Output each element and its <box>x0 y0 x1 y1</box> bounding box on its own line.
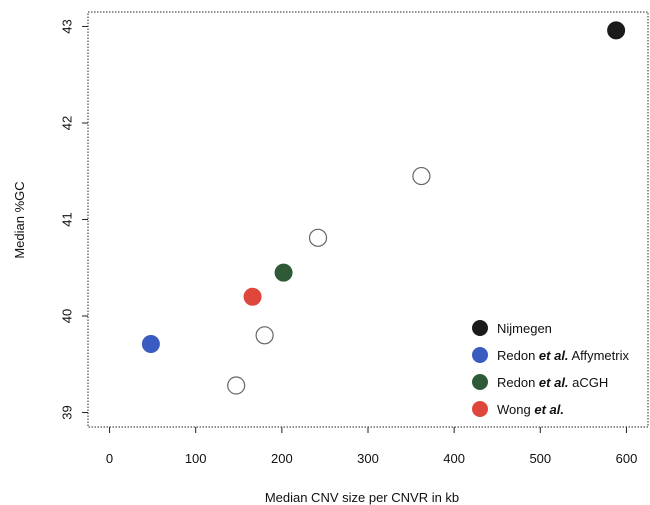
data-point <box>607 21 626 40</box>
y-tick-label: 42 <box>59 116 74 130</box>
data-point-open <box>255 326 274 345</box>
x-tick-label: 100 <box>185 451 207 466</box>
data-point-open <box>412 166 431 186</box>
data-point <box>141 335 160 353</box>
x-tick-label: 400 <box>443 451 465 466</box>
x-tick-label: 600 <box>616 451 638 466</box>
legend-marker <box>472 401 488 417</box>
plot-frame <box>87 11 649 428</box>
y-tick-label: 39 <box>59 405 74 419</box>
x-tick-label: 200 <box>271 451 293 466</box>
legend-label: Wong et al. <box>497 402 564 417</box>
x-tick-label: 0 <box>106 451 113 466</box>
data-point-open <box>308 228 328 247</box>
legend-marker <box>472 347 488 363</box>
y-axis-title: Median %GC <box>12 181 27 258</box>
legend-label: Redon et al. aCGH <box>497 375 608 390</box>
legend-label: Redon et al. Affymetrix <box>497 348 629 363</box>
y-tick-label: 40 <box>59 309 74 323</box>
data-point-open <box>227 376 246 395</box>
y-axis: 39 40 41 42 43 <box>59 19 88 420</box>
x-tick-label: 500 <box>529 451 551 466</box>
legend-marker <box>472 320 488 336</box>
y-tick-label: 43 <box>59 19 74 33</box>
legend: Nijmegen Redon et al. Affymetrix Redon et … <box>472 320 629 417</box>
x-tick-label: 300 <box>357 451 379 466</box>
x-axis: 0 100 200 300 400 500 600 <box>106 427 637 466</box>
y-tick-label: 41 <box>59 212 74 226</box>
data-point <box>243 287 262 306</box>
legend-marker <box>472 374 488 390</box>
x-axis-title: Median CNV size per CNVR in kb <box>265 490 459 505</box>
legend-label: Nijmegen <box>497 321 552 336</box>
data-points <box>141 21 626 395</box>
data-point <box>274 263 293 282</box>
